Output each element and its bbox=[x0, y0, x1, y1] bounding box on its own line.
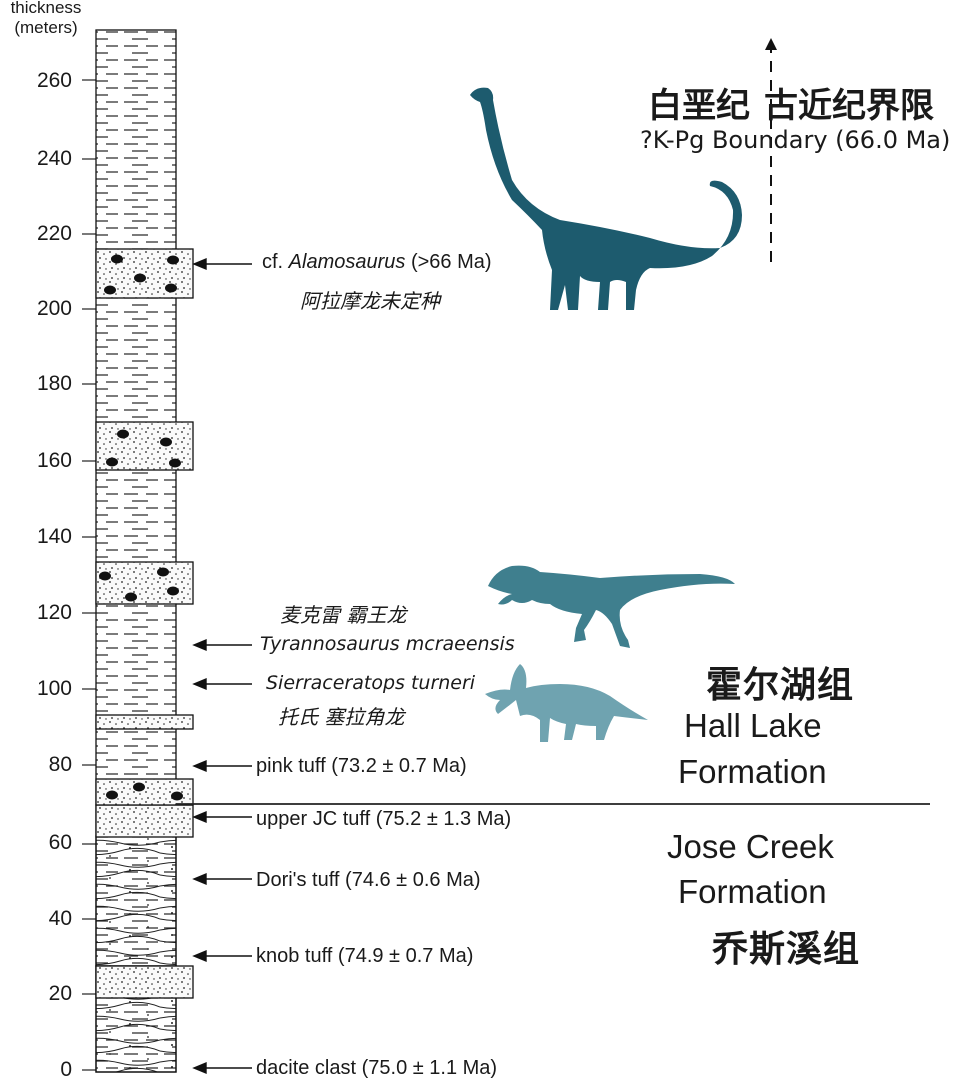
tick-label-220: 220 bbox=[36, 222, 72, 245]
sierraceratops-label: Sierraceratops turneri bbox=[266, 672, 476, 694]
sierraceratops-cn-label: 托氏 塞拉角龙 bbox=[278, 705, 405, 729]
arrow-left-icon bbox=[192, 810, 207, 824]
pink-tuff-label: pink tuff (73.2 ± 0.7 Ma) bbox=[256, 755, 467, 777]
stratigraphic-column bbox=[95, 29, 194, 1073]
arrow-left-icon bbox=[192, 638, 207, 652]
axis-title-line1: thickness bbox=[10, 0, 82, 17]
tick-label-240: 240 bbox=[36, 147, 72, 170]
arrow-left-icon bbox=[192, 677, 207, 691]
kpg-dashed-arrow-icon bbox=[765, 38, 777, 262]
tick-label-100: 100 bbox=[36, 677, 72, 700]
tick-label-200: 200 bbox=[36, 297, 72, 320]
alamosaurus-name: Alamosaurus bbox=[288, 251, 406, 273]
tick-label-140: 140 bbox=[36, 525, 72, 548]
tick-label-120: 120 bbox=[36, 601, 72, 624]
tyrannosaurus-silhouette-icon bbox=[488, 565, 735, 648]
knob-tuff-label: knob tuff (74.9 ± 0.7 Ma) bbox=[256, 945, 474, 967]
tick-label-60: 60 bbox=[48, 831, 72, 854]
hall-lake-en-line2: Formation bbox=[678, 753, 827, 790]
arrow-left-icon bbox=[192, 1061, 207, 1075]
upper-jc-tuff-label: upper JC tuff (75.2 ± 1.3 Ma) bbox=[256, 808, 512, 830]
arrow-left-icon bbox=[192, 872, 207, 886]
sierraceratops-silhouette-icon bbox=[485, 664, 648, 742]
arrow-left-icon bbox=[192, 257, 207, 271]
arrow-left-icon bbox=[192, 949, 207, 963]
tick-label-20: 20 bbox=[48, 982, 72, 1005]
doris-tuff-label: Dori's tuff (74.6 ± 0.6 Ma) bbox=[256, 869, 481, 891]
arrow-left-icon bbox=[192, 759, 207, 773]
jose-creek-cn: 乔斯溪组 bbox=[712, 929, 861, 970]
tick-label-80: 80 bbox=[48, 753, 72, 776]
alamosaurus-cn-label: 阿拉摩龙未定种 bbox=[300, 289, 440, 313]
alamosaurus-label: cf. Alamosaurus (>66 Ma) bbox=[262, 251, 492, 273]
unit-sandstone-62m bbox=[95, 804, 194, 838]
dacite-clast-label: dacite clast (75.0 ± 1.1 Ma) bbox=[256, 1057, 498, 1079]
jose-creek-en-line1: Jose Creek bbox=[667, 828, 834, 865]
hall-lake-en-line1: Hall Lake bbox=[684, 707, 822, 744]
tick-label-260: 260 bbox=[36, 69, 72, 92]
tick-label-180: 180 bbox=[36, 372, 72, 395]
tick-label-0: 0 bbox=[60, 1058, 72, 1081]
axis-title: thickness (meters) bbox=[2, 0, 90, 38]
tick-label-160: 160 bbox=[36, 449, 72, 472]
tick-label-40: 40 bbox=[48, 907, 72, 930]
axis-ticks bbox=[82, 79, 96, 1071]
tyrannosaurus-label: Tyrannosaurus mcraeensis bbox=[260, 633, 515, 655]
unit-xbed-middle bbox=[95, 835, 177, 967]
alamosaurus-silhouette-icon bbox=[470, 87, 742, 311]
unit-conglomerate-124m bbox=[95, 561, 194, 605]
unit-thin-sandstone-95m bbox=[95, 714, 194, 730]
tyrannosaurus-cn-label: 麦克雷 霸王龙 bbox=[280, 603, 407, 627]
hall-lake-cn: 霍尔湖组 bbox=[706, 665, 855, 706]
kpg-boundary-en: ?K-Pg Boundary (66.0 Ma) bbox=[640, 126, 951, 154]
jose-creek-en-line2: Formation bbox=[678, 873, 827, 910]
kpg-boundary-cn: 白垩纪 古近纪界限 bbox=[648, 86, 934, 126]
annotation-arrows bbox=[192, 257, 252, 1075]
axis-title-line2: (meters) bbox=[14, 18, 78, 37]
unit-sandstone-27m bbox=[95, 965, 194, 999]
